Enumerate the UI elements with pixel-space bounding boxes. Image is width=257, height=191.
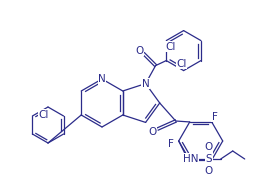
Text: S: S	[205, 154, 212, 164]
Text: Cl: Cl	[176, 59, 187, 69]
Text: N: N	[142, 79, 150, 89]
Text: F: F	[212, 112, 218, 122]
Text: Cl: Cl	[39, 110, 49, 120]
Text: O: O	[135, 46, 144, 56]
Text: Cl: Cl	[165, 42, 176, 52]
Text: O: O	[205, 166, 213, 176]
Text: N: N	[98, 74, 106, 84]
Text: F: F	[168, 139, 174, 149]
Text: HN: HN	[183, 154, 198, 164]
Text: O: O	[205, 142, 213, 152]
Text: O: O	[149, 127, 157, 137]
